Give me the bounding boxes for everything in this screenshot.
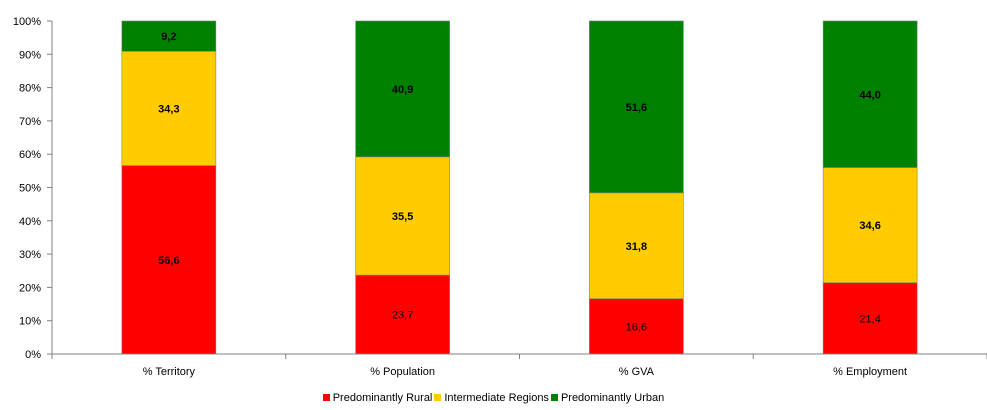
data-labels-group: 56,6 34,3 9,2 23,7 35,5 40,9 16,6 31,8 51,6 21,4 3… xyxy=(158,31,881,333)
legend-label: Predominantly Urban xyxy=(560,392,665,404)
legend-swatch xyxy=(434,394,442,401)
y-tick-label: 40% xyxy=(19,216,41,228)
legend-swatch xyxy=(550,394,558,401)
bar-segment xyxy=(822,167,918,284)
y-tick-label: 20% xyxy=(19,282,41,294)
legend-label: Intermediate Regions xyxy=(444,392,549,404)
data-label: 21,4 xyxy=(859,313,880,325)
data-label: 23,7 xyxy=(392,310,413,322)
y-tick-label: 60% xyxy=(19,149,41,161)
y-tick-label: 100% xyxy=(13,16,41,28)
bar-segment xyxy=(121,165,217,355)
x-category-label: % GVA xyxy=(619,366,655,378)
data-label: 16,6 xyxy=(626,321,647,333)
legend: Predominantly Rural Intermediate Regions P… xyxy=(0,392,987,404)
data-label: 9,2 xyxy=(161,31,176,43)
bar-segment xyxy=(589,192,684,300)
bar-segment xyxy=(355,274,450,355)
x-category-label: % Territory xyxy=(143,366,196,378)
legend-item: Intermediate Regions xyxy=(434,392,549,404)
legend-label: Predominantly Rural xyxy=(332,392,433,404)
data-label: 40,9 xyxy=(392,84,413,96)
y-tick-label: 30% xyxy=(19,249,41,261)
y-tick-label: 80% xyxy=(19,83,41,95)
y-tick-label: 50% xyxy=(19,183,41,195)
legend-item: Predominantly Rural xyxy=(322,392,433,404)
bar-segment xyxy=(355,20,450,158)
y-tick-label: 70% xyxy=(19,116,41,128)
stacked-bar-chart: 0% 10% 20% 30% 40% 50% 60% 70% 80% 90% 100% % Terri… xyxy=(13,16,987,378)
bar-segment xyxy=(121,51,217,166)
y-tick-label: 10% xyxy=(19,316,41,328)
legend-swatch xyxy=(322,394,330,401)
y-tick-label: 0% xyxy=(25,349,41,361)
bar-segment xyxy=(121,20,217,52)
legend-item: Predominantly Urban xyxy=(550,392,665,404)
data-label: 34,6 xyxy=(859,220,880,232)
bar-segment xyxy=(589,20,684,194)
x-category-label: % Employment xyxy=(833,366,907,378)
bars-group xyxy=(121,20,918,355)
data-label: 34,3 xyxy=(158,103,179,115)
data-label: 56,6 xyxy=(158,255,179,267)
data-label: 44,0 xyxy=(859,89,880,101)
bar-segment xyxy=(822,20,918,168)
axes-group: 0% 10% 20% 30% 40% 50% 60% 70% 80% 90% 100% % Terri… xyxy=(13,16,987,378)
bar-segment xyxy=(822,282,918,355)
data-label: 51,6 xyxy=(626,102,647,114)
x-category-label: % Population xyxy=(370,366,435,378)
data-label: 31,8 xyxy=(626,241,647,253)
bar-segment xyxy=(355,156,450,276)
y-tick-label: 90% xyxy=(19,49,41,61)
data-label: 35,5 xyxy=(392,211,413,223)
